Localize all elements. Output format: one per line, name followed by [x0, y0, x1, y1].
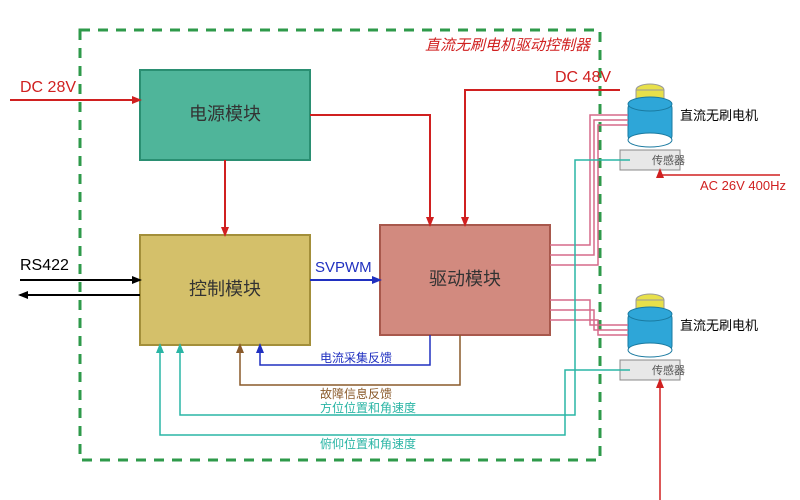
edge-drive-to-motor-top-1 — [550, 120, 628, 255]
motor-bottom: 直流无刷电机传感器 — [620, 294, 758, 380]
motor-top-sensor-label: 传感器 — [652, 154, 685, 167]
label-feedback-pitch: 俯仰位置和角速度 — [320, 436, 416, 451]
edge-drive-to-motor-top-2 — [550, 125, 628, 265]
motor-bottom-label: 直流无刷电机 — [680, 318, 758, 333]
label-feedback-fault: 故障信息反馈 — [320, 386, 392, 401]
edge-power-to-drive — [310, 115, 430, 225]
block-control-label: 控制模块 — [189, 279, 261, 299]
label-rs422: RS422 — [20, 257, 69, 274]
edge-drive-to-motor-bottom-2 — [550, 320, 628, 335]
label-svpwm: SVPWM — [315, 259, 372, 276]
block-drive-label: 驱动模块 — [429, 269, 501, 289]
edge-dc48-to-drive — [465, 90, 620, 225]
label-dc48: DC 48V — [555, 69, 611, 86]
edge-drive-to-motor-top-0 — [550, 115, 628, 245]
edge-feedback-pitch — [160, 345, 630, 435]
label-feedback-azimuth: 方位位置和角速度 — [320, 400, 416, 415]
edge-drive-to-motor-bottom-0 — [550, 300, 628, 325]
motor-top: 直流无刷电机传感器 — [620, 84, 758, 170]
label-ac26: AC 26V 400Hz — [700, 178, 786, 193]
motor-bottom-sensor-label: 传感器 — [652, 364, 685, 377]
container-title: 直流无刷电机驱动控制器 — [425, 37, 592, 54]
label-dc28: DC 28V — [20, 79, 76, 96]
block-power-label: 电源模块 — [189, 104, 261, 124]
label-feedback-current: 电流采集反馈 — [320, 350, 392, 365]
motor-top-label: 直流无刷电机 — [680, 108, 758, 123]
